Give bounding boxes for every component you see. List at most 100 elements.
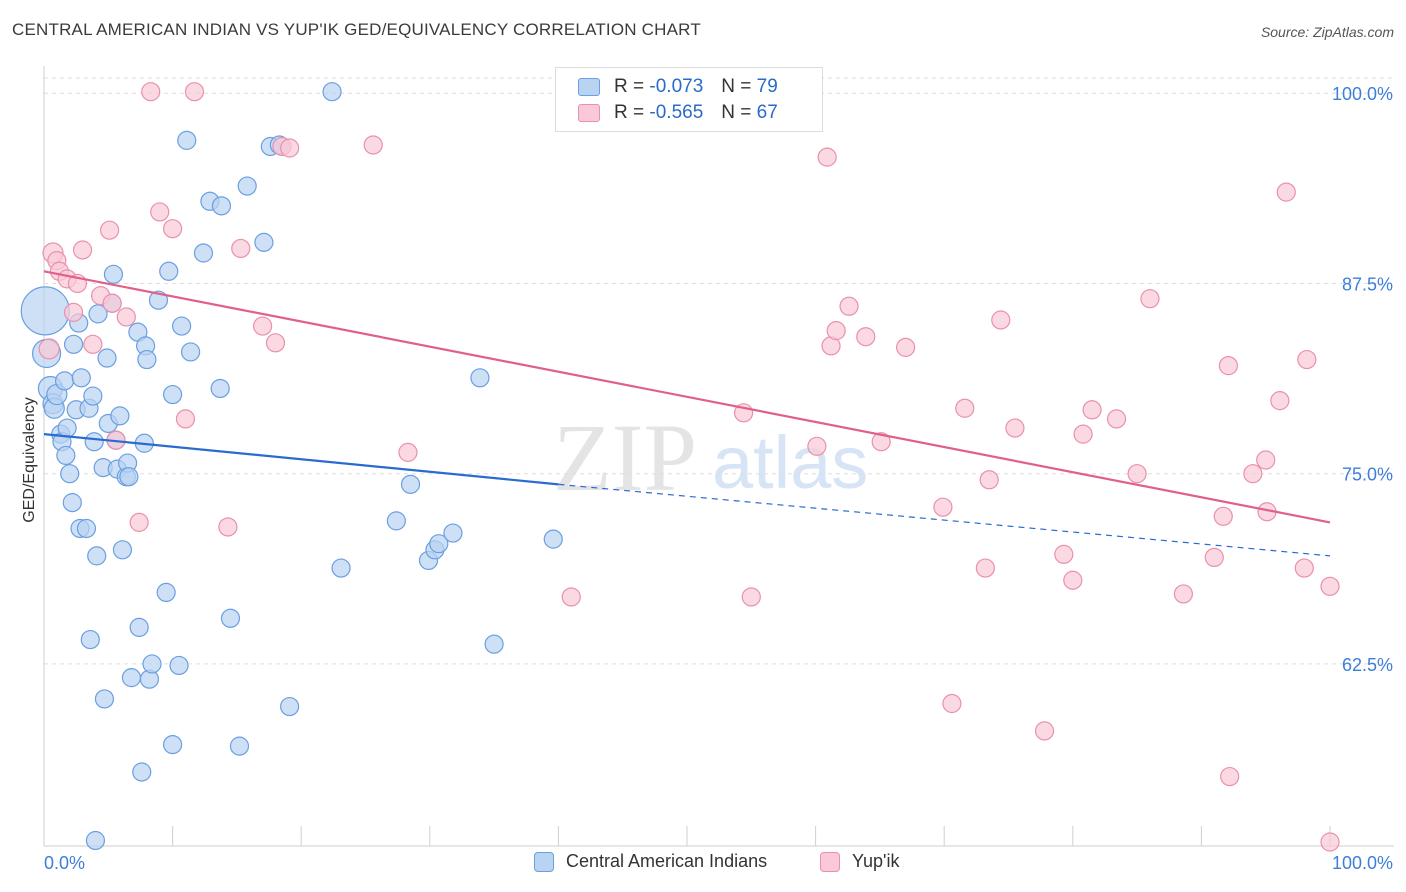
data-point [265, 333, 286, 353]
data-point [87, 546, 107, 566]
data-point [184, 82, 205, 102]
data-point [1034, 721, 1055, 741]
data-point [1320, 576, 1340, 596]
data-point [163, 734, 183, 755]
data-point [85, 830, 106, 851]
data-point [1297, 349, 1317, 370]
n-value: 67 [756, 102, 778, 123]
data-point [561, 587, 581, 607]
data-point [56, 445, 76, 466]
data-point [71, 368, 91, 388]
data-point [1320, 832, 1340, 852]
stats-legend: R = -0.073 N = 79 R = -0.565 N = 67 [555, 67, 823, 132]
data-point [76, 518, 97, 539]
data-point [322, 82, 342, 102]
n-label: N = [721, 76, 752, 97]
legend-item-central-american-indians[interactable]: Central American Indians [534, 851, 767, 872]
series-legend: Central American Indians Yup'ik [0, 851, 1406, 879]
legend-swatch-pink [578, 104, 600, 122]
data-point [807, 436, 827, 456]
data-point [20, 286, 70, 336]
stats-row-central-american-indians: R = -0.073 N = 79 [578, 75, 778, 99]
r-label: R = [614, 76, 645, 97]
data-point [159, 261, 179, 281]
grid-lines [44, 77, 1394, 665]
data-point [97, 348, 117, 368]
data-point [163, 384, 183, 405]
data-point [1270, 391, 1290, 411]
data-point [163, 219, 183, 239]
trend-line-pink [43, 270, 1331, 524]
data-point [826, 321, 846, 341]
data-point [60, 464, 80, 484]
x-tick-label: 100.0% [1332, 853, 1393, 873]
data-point [80, 629, 100, 650]
legend-label: Yup'ik [852, 851, 900, 871]
axes [43, 66, 1394, 847]
data-point [229, 736, 250, 756]
data-point [129, 512, 149, 532]
data-point [871, 432, 891, 452]
data-point [975, 558, 995, 578]
data-point [1127, 464, 1147, 484]
data-point [121, 668, 142, 688]
data-point [175, 409, 196, 429]
data-point [1005, 418, 1025, 438]
data-point [1256, 450, 1276, 470]
data-point [150, 202, 170, 222]
y-tick-label: 62.5% [1342, 655, 1393, 675]
series-central-american-indians [20, 82, 563, 851]
y-axis-label: GED/Equivalency [21, 397, 38, 522]
legend-swatch-blue [578, 78, 600, 96]
data-point [1106, 409, 1127, 429]
data-point [429, 534, 449, 554]
r-value: -0.565 [649, 102, 704, 123]
data-point [63, 302, 84, 322]
data-point [1140, 289, 1160, 309]
data-point [942, 693, 962, 714]
data-point [63, 334, 84, 354]
axis-labels: 100.0% 87.5% 75.0% 62.5% 0.0% 100.0% GED/Equiv… [21, 84, 1393, 873]
data-point [1073, 424, 1093, 444]
data-point [470, 368, 490, 388]
data-point [400, 474, 421, 494]
y-tick-label: 87.5% [1342, 274, 1393, 294]
stats-row-yupik: R = -0.565 N = 67 [578, 101, 778, 125]
y-tick-label: 100.0% [1332, 84, 1393, 104]
legend-item-yupik[interactable]: Yup'ik [820, 851, 899, 872]
data-point [57, 418, 77, 438]
data-point [231, 238, 251, 259]
data-point [331, 558, 351, 578]
data-point [386, 511, 406, 531]
data-point [193, 243, 214, 263]
data-point [856, 327, 876, 347]
data-point [110, 406, 130, 426]
data-point [398, 442, 418, 462]
watermark: ZIP atlas [553, 404, 868, 511]
watermark-atlas: atlas [712, 421, 868, 504]
source-credit: Source: ZipAtlas.com [1260, 24, 1394, 40]
data-point [1220, 766, 1240, 787]
data-point [129, 617, 149, 638]
data-point [103, 264, 124, 284]
data-point [141, 82, 161, 102]
data-point [62, 493, 82, 513]
data-point [132, 762, 152, 782]
data-point [169, 655, 189, 676]
data-point [896, 337, 916, 357]
y-tick-label: 75.0% [1342, 465, 1393, 485]
data-point [1082, 400, 1102, 420]
legend-swatch-pink [820, 851, 840, 872]
data-point [156, 582, 176, 603]
data-point [116, 307, 136, 327]
data-point [817, 147, 837, 167]
data-point [181, 342, 201, 362]
r-label: R = [614, 102, 645, 123]
x-tick-label: 0.0% [44, 853, 85, 873]
data-point [253, 316, 273, 336]
legend-swatch-blue [534, 851, 554, 872]
data-point [363, 135, 383, 155]
trend-lines [43, 270, 1331, 557]
data-point [102, 293, 122, 313]
